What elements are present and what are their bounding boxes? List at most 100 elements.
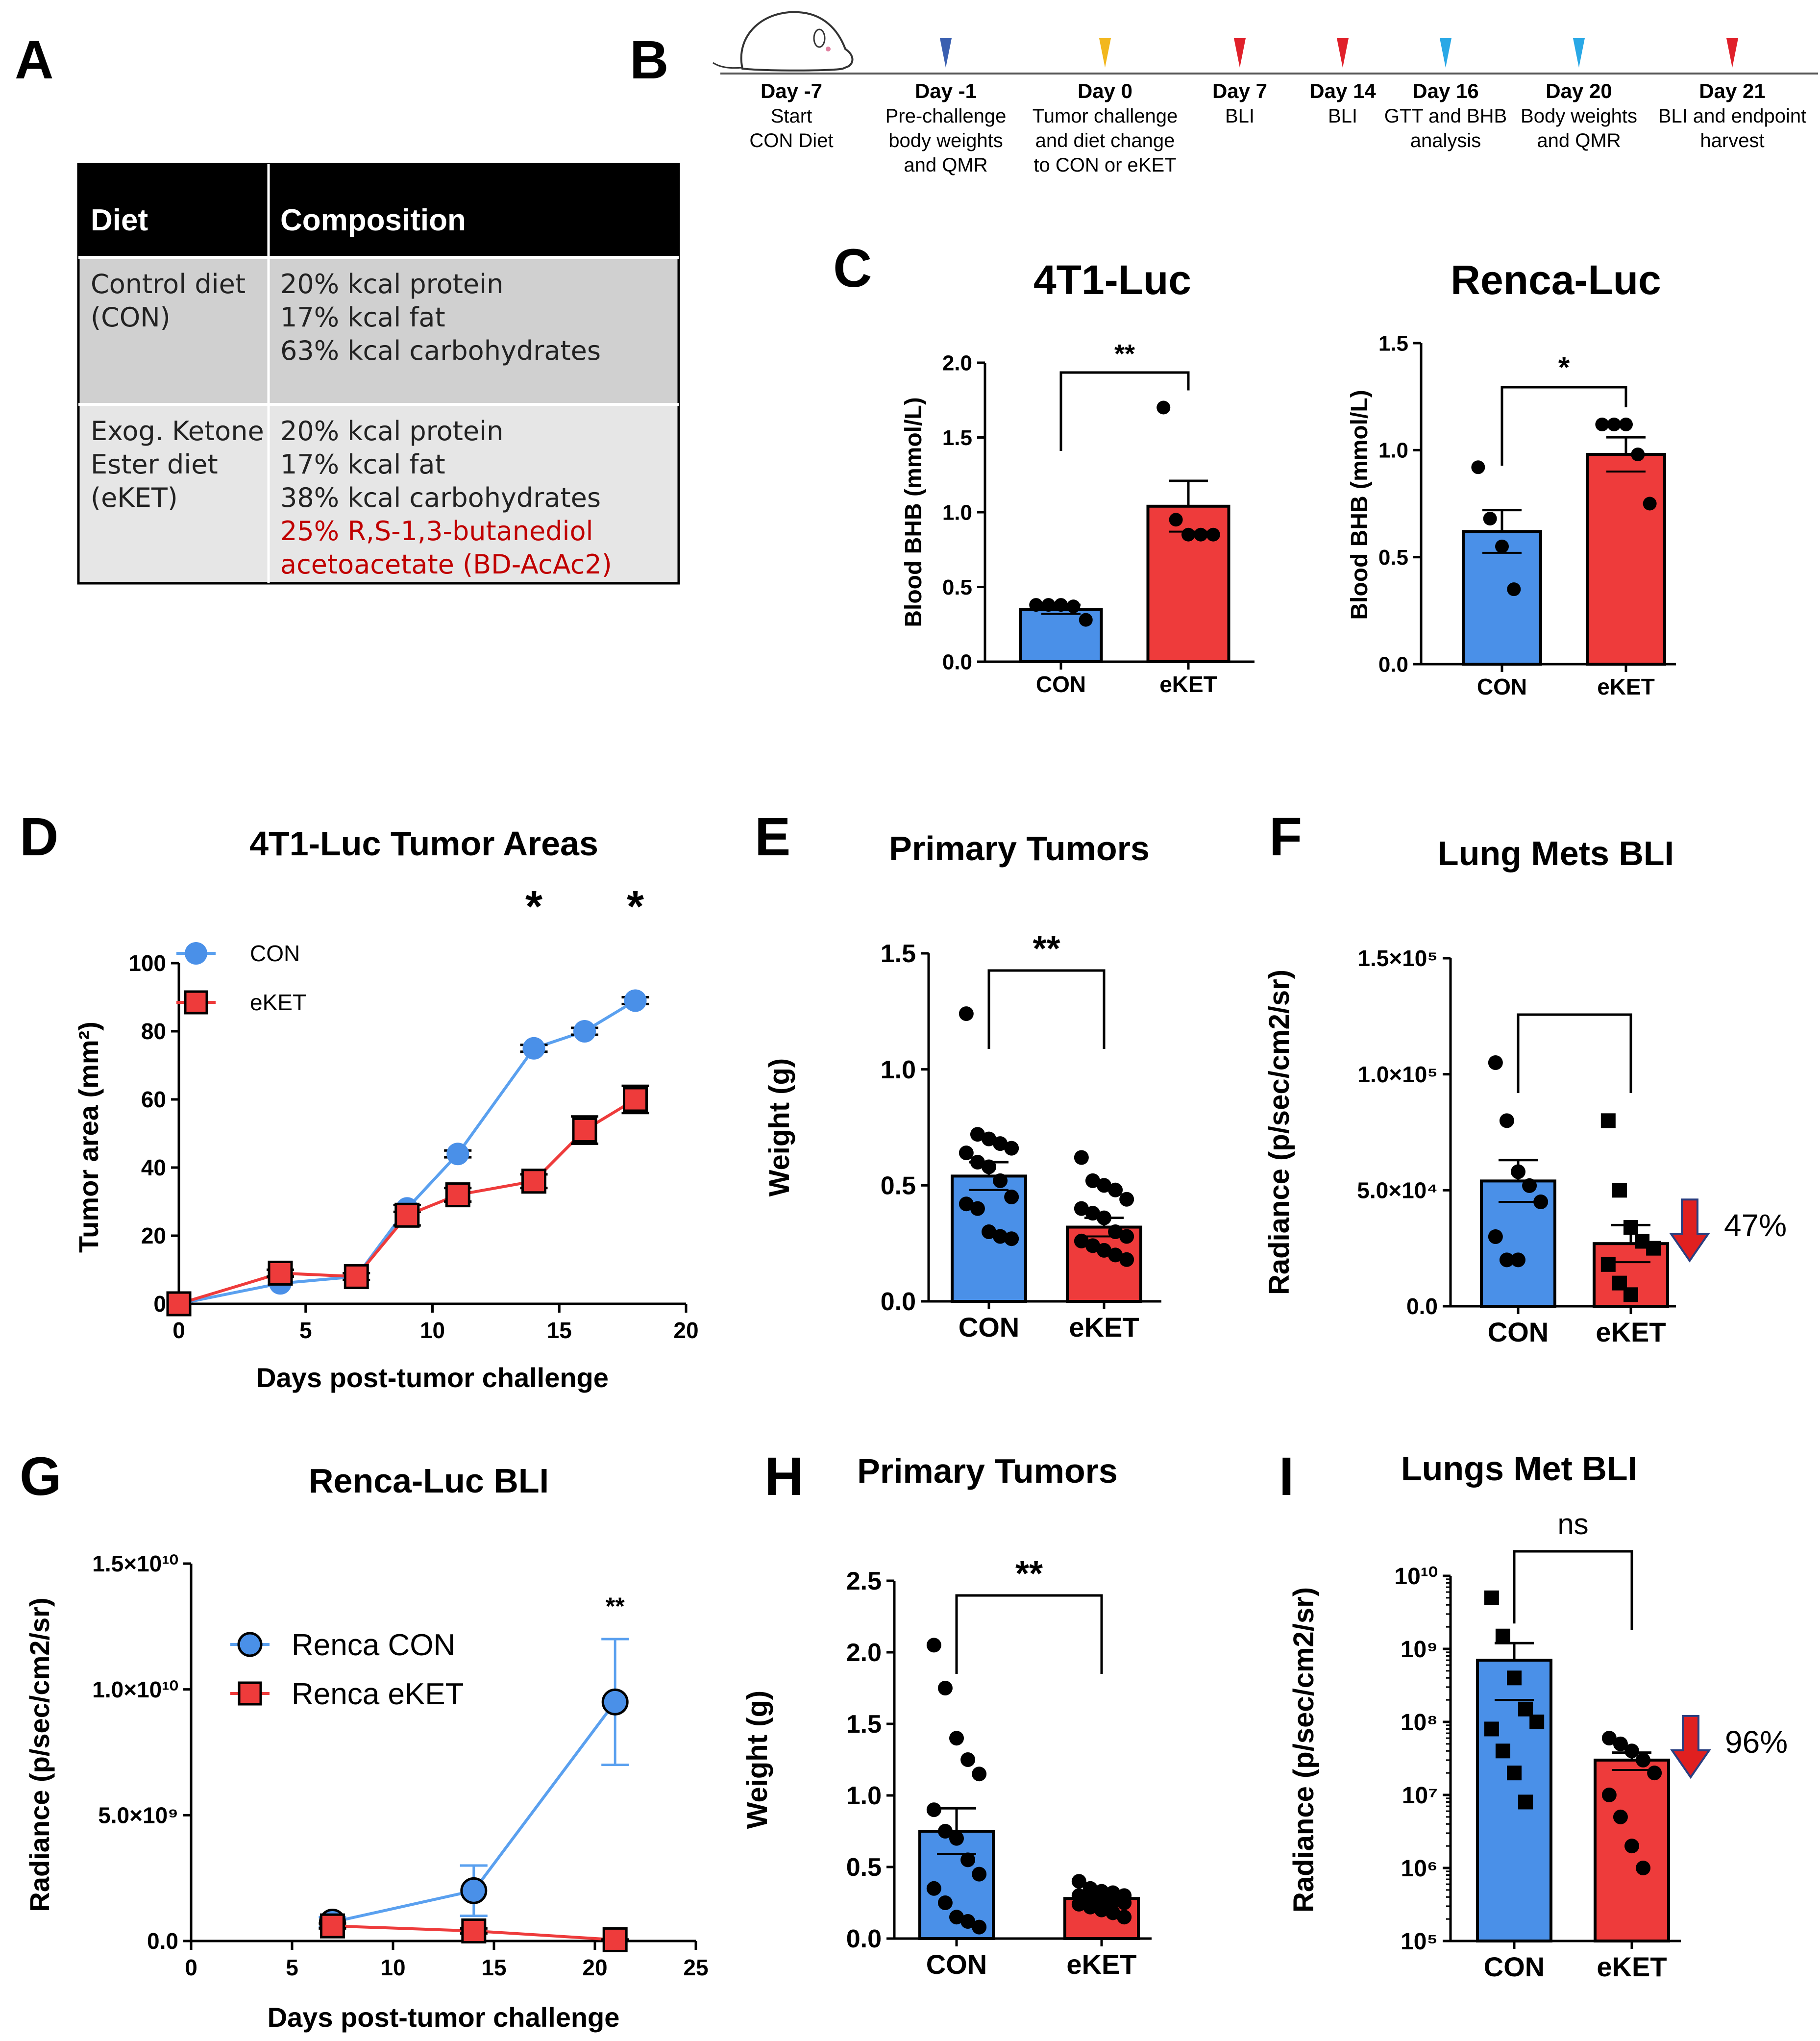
legend-marker xyxy=(185,942,207,965)
timeline-desc: BLI xyxy=(1328,105,1357,127)
table-row-1-comp: 20% kcal protein xyxy=(280,269,503,299)
significance-label: * xyxy=(627,882,644,931)
y-tick-label: 100 xyxy=(128,950,166,976)
data-point xyxy=(1499,1252,1514,1268)
table-header-bg xyxy=(78,164,679,257)
data-point xyxy=(1106,1905,1121,1920)
data-point xyxy=(993,1229,1008,1244)
data-point xyxy=(1108,1247,1123,1263)
x-tick-label: 0 xyxy=(185,1955,197,1980)
y-tick-label: 1.0 xyxy=(846,1782,882,1810)
timeline-desc: Pre-challenge xyxy=(885,105,1007,127)
significance-bracket xyxy=(1500,386,1627,466)
panel-letter-i: I xyxy=(1279,1446,1294,1507)
data-point xyxy=(959,1196,974,1212)
significance-label: * xyxy=(525,882,542,931)
data-point xyxy=(1169,513,1183,527)
timeline-day: Day 7 xyxy=(1212,79,1267,102)
data-point xyxy=(1631,448,1645,462)
timeline-desc: Body weights xyxy=(1521,105,1637,127)
data-point xyxy=(972,1767,987,1782)
chart-title: Lung Mets BLI xyxy=(1438,834,1674,872)
data-point xyxy=(445,1182,470,1208)
table-row-1-diet: Control diet xyxy=(91,269,246,299)
y-tick-label: 1.5 xyxy=(1378,331,1408,355)
data-point xyxy=(522,1037,545,1060)
y-tick-label: 0.5 xyxy=(881,1172,916,1200)
data-point xyxy=(460,1877,488,1904)
decrease-arrow-icon xyxy=(1669,1198,1710,1263)
data-point xyxy=(344,1264,369,1289)
panel-letter-c: C xyxy=(833,238,872,299)
data-point xyxy=(1004,1231,1019,1246)
bar-con xyxy=(1476,1659,1552,1942)
data-point xyxy=(1119,1252,1134,1267)
panel-letter-a: A xyxy=(15,30,53,90)
chart-title: 4T1-Luc xyxy=(1033,257,1191,303)
category-label: eKET xyxy=(1159,672,1217,697)
data-point xyxy=(1607,417,1621,431)
table-row-2-bg xyxy=(78,404,679,583)
timeline-desc: Start xyxy=(771,105,812,127)
timeline-desc: and diet change xyxy=(1035,130,1175,151)
legend-label: Renca CON xyxy=(292,1628,455,1662)
significance-bracket xyxy=(1059,371,1190,451)
data-point xyxy=(1029,598,1043,612)
x-axis-label: Days post-tumor challenge xyxy=(256,1362,609,1393)
data-point xyxy=(1119,1229,1134,1244)
y-axis-label: Blood BHB (mmol/L) xyxy=(1347,390,1373,620)
table-row-1-bg xyxy=(78,257,679,404)
timeline-day: Day -7 xyxy=(761,79,822,102)
significance-bracket xyxy=(955,1594,1103,1674)
chart-title: Primary Tumors xyxy=(889,829,1150,868)
data-point xyxy=(1636,1861,1651,1875)
y-tick-label: 1.0 xyxy=(1378,439,1408,463)
data-point xyxy=(949,1910,964,1925)
legend-label: Renca eKET xyxy=(292,1677,464,1711)
table-row-2-comp-red: acetoacetate (BD-AcAc2) xyxy=(280,549,612,580)
data-point xyxy=(1194,527,1208,542)
data-point xyxy=(959,1006,974,1021)
data-point xyxy=(1619,417,1633,431)
category-label: CON xyxy=(926,1949,987,1980)
chart-I: Lungs Met BLI CON eKET 10⁵ 10⁶ 10⁷ 10⁸ 10⁹ 10¹⁰ R… xyxy=(1288,1449,1788,1982)
y-tick-label: 1.5 xyxy=(846,1710,882,1739)
x-tick-label: 15 xyxy=(547,1318,572,1343)
data-point xyxy=(1097,1210,1111,1225)
data-point xyxy=(1181,527,1195,542)
y-axis-label: Tumor area (mm²) xyxy=(73,1021,104,1253)
data-point xyxy=(926,1638,941,1653)
timeline-marker xyxy=(1234,38,1246,68)
data-point xyxy=(1471,460,1485,474)
y-tick-label: 1.0×10⁵ xyxy=(1357,1062,1438,1087)
timeline-desc: and QMR xyxy=(1537,130,1621,151)
mouse-icon xyxy=(713,11,854,72)
panel-letter-g: G xyxy=(20,1446,62,1507)
x-tick-label: 0 xyxy=(172,1318,185,1343)
table-row-1-diet: (CON) xyxy=(91,302,171,333)
data-point xyxy=(1082,1899,1098,1915)
timeline-desc: Tumor challenge xyxy=(1033,105,1178,127)
data-point xyxy=(1511,1252,1525,1268)
chart-H: Primary Tumors CON eKET 0.0 0.5 1.0 1.5 2.0 2.5 W… xyxy=(741,1452,1152,1980)
y-tick-label: 0.0 xyxy=(147,1928,178,1954)
data-point xyxy=(982,1159,996,1174)
decrease-arrow-icon xyxy=(1670,1715,1711,1779)
timeline-day: Day 0 xyxy=(1078,79,1132,102)
y-axis-label: Radiance (p/sec/cm2/sr) xyxy=(1288,1587,1320,1913)
y-tick-label: 5.0×10⁴ xyxy=(1357,1177,1438,1203)
data-point xyxy=(601,1688,629,1716)
category-label: CON xyxy=(1488,1317,1549,1347)
data-point xyxy=(573,1020,596,1043)
x-tick-label: 20 xyxy=(673,1318,698,1343)
category-label: eKET xyxy=(1596,1317,1666,1347)
data-point xyxy=(1071,1896,1086,1912)
data-point xyxy=(1529,1715,1545,1729)
data-point xyxy=(1488,1055,1503,1070)
timeline-desc: CON Diet xyxy=(749,130,833,151)
data-point xyxy=(982,1224,996,1239)
timeline-desc: BLI and endpoint xyxy=(1658,105,1806,127)
significance-label: ** xyxy=(1033,929,1060,969)
y-tick-label: 60 xyxy=(141,1087,166,1112)
diet-composition-table: Diet Composition Control diet (CON) 20% … xyxy=(77,163,680,585)
